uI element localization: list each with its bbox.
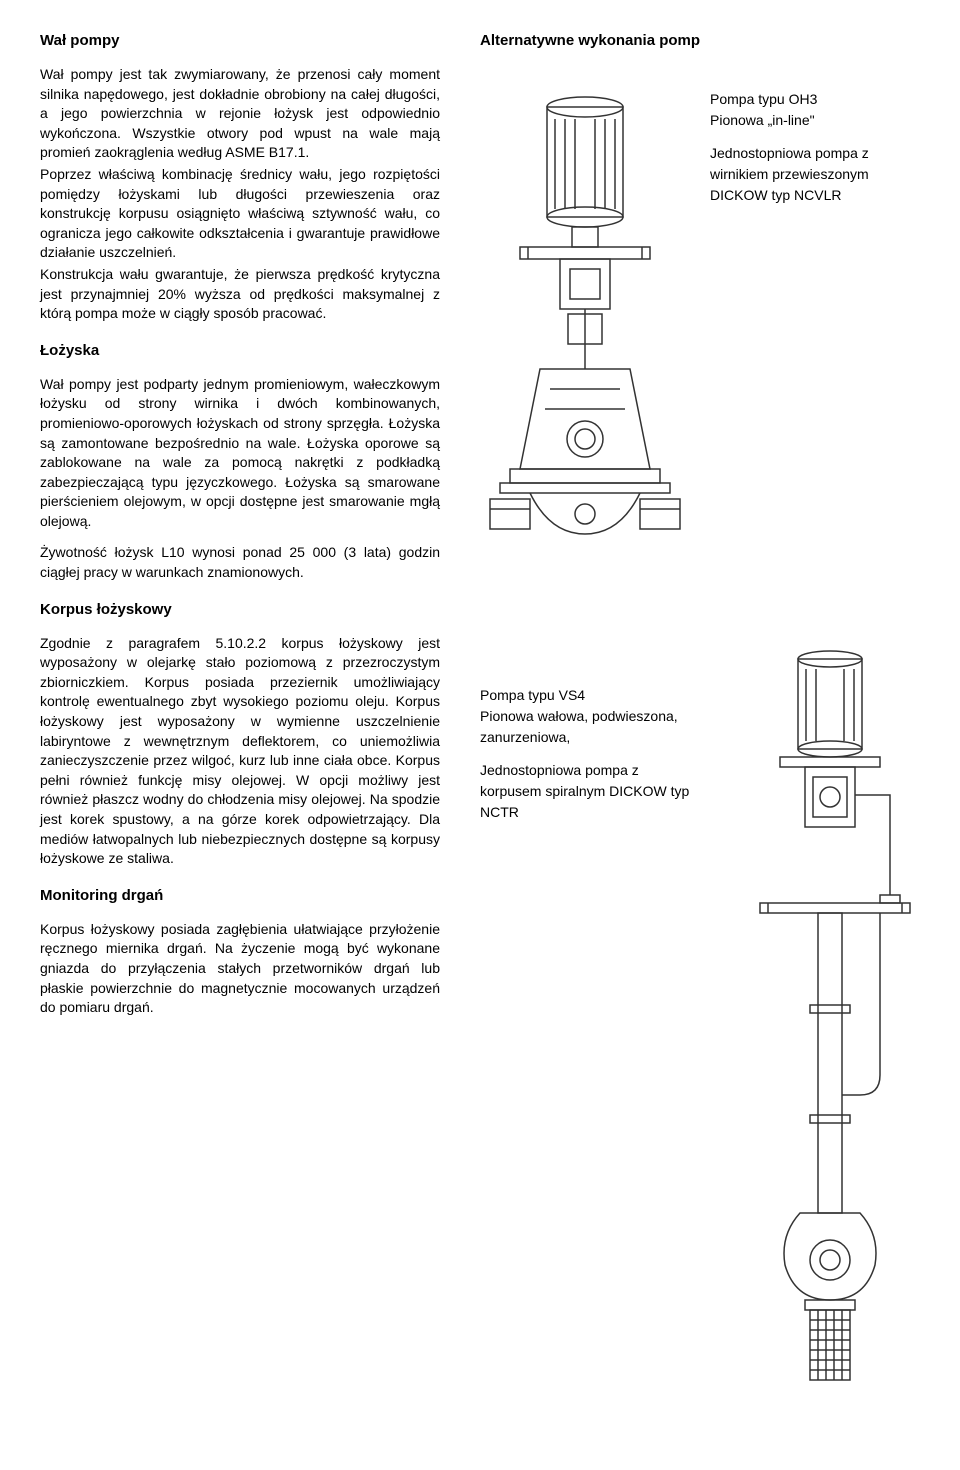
para: Poprzez właściwą kombinację średnicy wał…	[40, 165, 440, 263]
pump-vs4-desc: Jednostopniowa pompa z korpusem spiralny…	[480, 760, 690, 823]
pump-oh3-title: Pompa typu OH3	[710, 91, 817, 107]
section-lozyska: Łożyska Wał pompy jest podparty jednym p…	[40, 340, 440, 583]
section-monitoring: Monitoring drgań Korpus łożyskowy posiad…	[40, 885, 440, 1018]
para: Zgodnie z paragrafem 5.10.2.2 korpus łoż…	[40, 634, 440, 869]
left-column: Wał pompy Wał pompy jest tak zwymiarowan…	[40, 30, 440, 1440]
heading-alternatywne: Alternatywne wykonania pomp	[480, 30, 920, 51]
pump-block-vs4: Pompa typu VS4 Pionowa wałowa, podwieszo…	[480, 645, 920, 1411]
para: Konstrukcja wału gwarantuje, że pierwsza…	[40, 265, 440, 324]
pump-info-vs4: Pompa typu VS4 Pionowa wałowa, podwieszo…	[480, 645, 690, 1411]
heading-lozyska: Łożyska	[40, 340, 440, 361]
pump-diagram-oh3	[480, 89, 690, 555]
pump-oh3-desc: Jednostopniowa pompa z wirnikiem przewie…	[710, 143, 920, 206]
heading-wal-pompy: Wał pompy	[40, 30, 440, 51]
pump-vs4-svg	[710, 645, 920, 1405]
section-korpus: Korpus łożyskowy Zgodnie z paragrafem 5.…	[40, 599, 440, 869]
heading-monitoring: Monitoring drgań	[40, 885, 440, 906]
right-column: Alternatywne wykonania pomp	[480, 30, 920, 1440]
pump-vs4-title: Pompa typu VS4	[480, 687, 585, 703]
pump-oh3-subtitle: Pionowa „in-line"	[710, 112, 815, 128]
para: Wał pompy jest podparty jednym promienio…	[40, 375, 440, 532]
para: Żywotność łożysk L10 wynosi ponad 25 000…	[40, 543, 440, 582]
heading-korpus: Korpus łożyskowy	[40, 599, 440, 620]
pump-diagram-vs4	[710, 645, 920, 1411]
para: Korpus łożyskowy posiada zagłębienia uła…	[40, 920, 440, 1018]
pump-vs4-subtitle: Pionowa wałowa, podwieszona, zanurzeniow…	[480, 708, 678, 745]
section-wal-pompy: Wał pompy Wał pompy jest tak zwymiarowan…	[40, 30, 440, 324]
para: Wał pompy jest tak zwymiarowany, że prze…	[40, 65, 440, 163]
pump-block-oh3: Pompa typu OH3 Pionowa „in-line" Jednost…	[480, 89, 920, 555]
pump-oh3-svg	[480, 89, 690, 549]
pump-info-oh3: Pompa typu OH3 Pionowa „in-line" Jednost…	[710, 89, 920, 555]
